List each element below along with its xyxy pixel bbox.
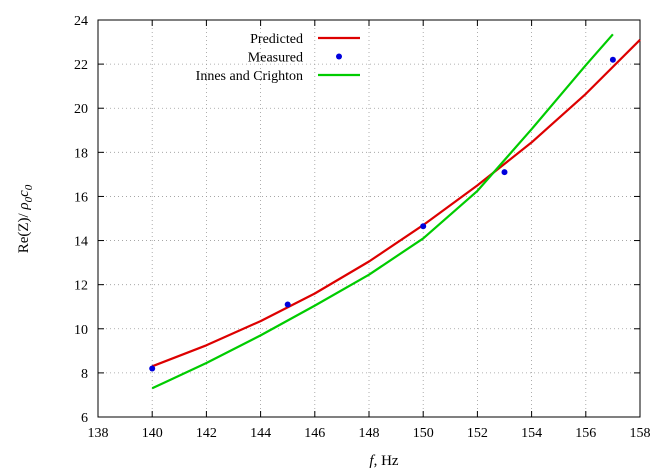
- data-point: [284, 301, 291, 308]
- y-tick-label: 16: [74, 190, 88, 205]
- series-line: [151, 39, 641, 368]
- y-tick-label: 14: [74, 235, 88, 250]
- legend: Predicted Measured Innes and Crighton: [196, 32, 360, 84]
- x-tick-label: 152: [467, 426, 488, 441]
- data-point: [420, 223, 427, 230]
- x-tick-label: 146: [304, 426, 325, 441]
- x-tick-label: 158: [630, 426, 651, 441]
- y-tick-label: 6: [81, 411, 88, 426]
- y-tick-label: 12: [74, 279, 88, 294]
- x-tick-label: 148: [359, 426, 380, 441]
- grid: [98, 20, 640, 417]
- x-tick-label: 154: [521, 426, 542, 441]
- legend-swatch-point: [336, 53, 342, 60]
- x-axis-label: f, Hz: [369, 453, 399, 469]
- y-tick-label: 10: [74, 323, 88, 338]
- y-tick-label: 22: [74, 58, 88, 73]
- legend-label: Innes and Crighton: [196, 69, 303, 84]
- y-tick-label: 24: [74, 14, 88, 29]
- y-tick-label: 18: [74, 146, 88, 161]
- x-tick-label: 150: [413, 426, 434, 441]
- x-tick-label: 156: [575, 426, 596, 441]
- y-tick-label: 20: [74, 102, 88, 117]
- x-tick-label: 142: [196, 426, 217, 441]
- series: [149, 33, 641, 390]
- data-point: [609, 56, 616, 63]
- axes: 138 140 142 144 146 148 150 152 154 156 158 6 8 10 12 1…: [74, 14, 651, 441]
- y-tick-label: 8: [81, 367, 88, 382]
- data-point: [149, 365, 156, 372]
- plot-frame: [97, 19, 641, 418]
- legend-label: Measured: [248, 51, 303, 66]
- x-tick-label: 144: [250, 426, 271, 441]
- y-axis-label: Re(Z)/ ρ0c0: [16, 184, 35, 253]
- x-tick-label: 138: [88, 426, 109, 441]
- series-line: [151, 33, 614, 390]
- data-point: [501, 169, 508, 176]
- x-tick-label: 140: [142, 426, 163, 441]
- legend-label: Predicted: [250, 32, 303, 47]
